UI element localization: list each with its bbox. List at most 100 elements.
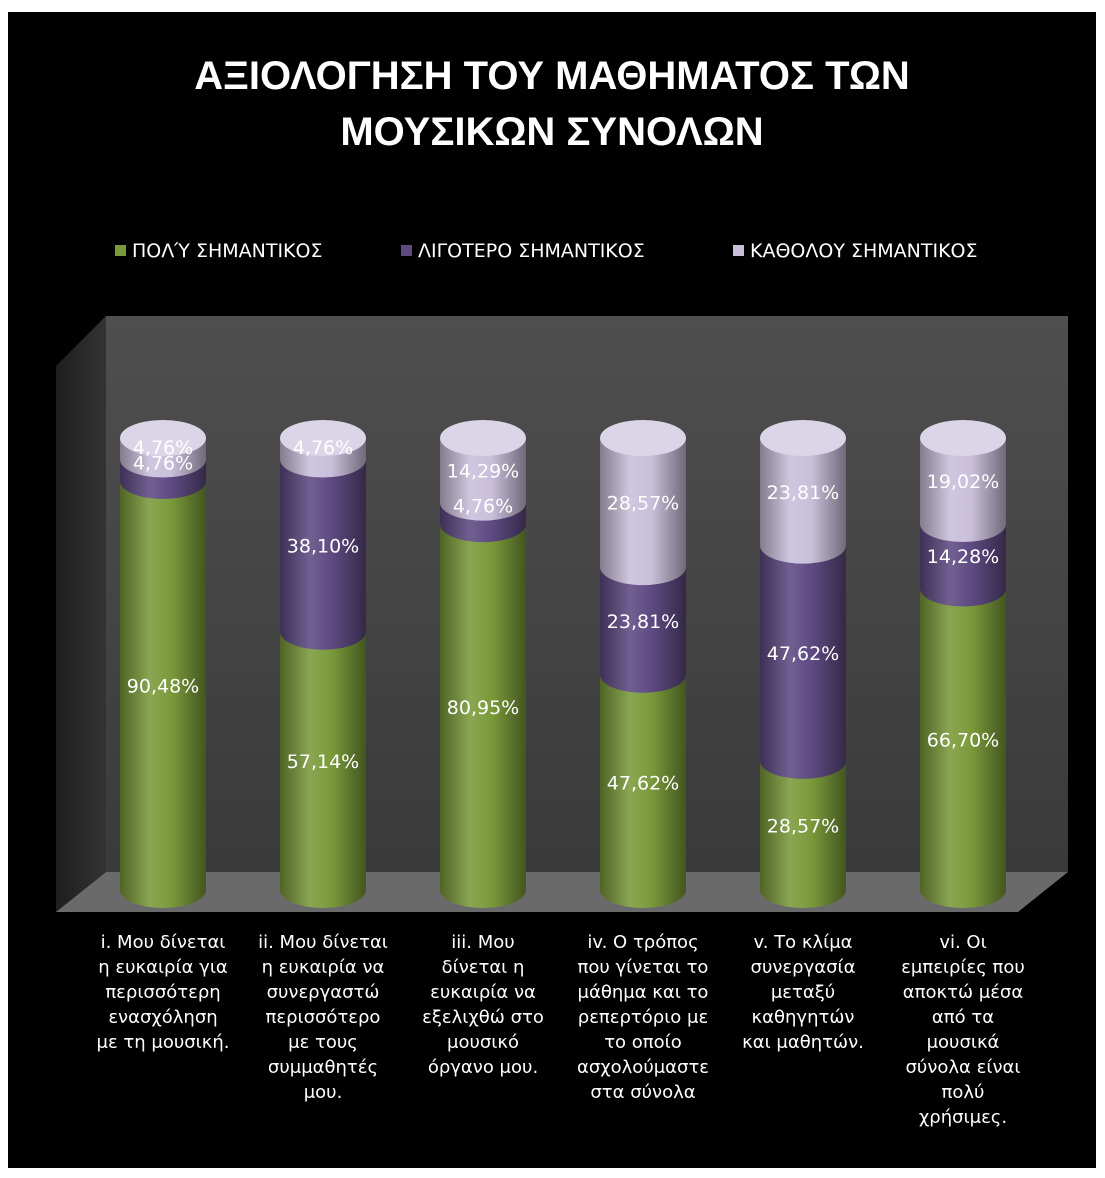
category-label-6-line-6: σύνολα είναι — [905, 1057, 1021, 1078]
bar-very-important-2 — [280, 631, 366, 908]
category-label-1-line-3: περισσότερη — [105, 982, 221, 1003]
data-label-not-important-1: 4,76% — [133, 437, 193, 459]
bar-very-important-1 — [120, 481, 206, 908]
data-label-less-important-5: 47,62% — [767, 643, 839, 665]
category-label-4-line-5: το οποίο — [604, 1032, 682, 1053]
category-label-4-line-3: μάθημα και το — [577, 982, 709, 1003]
legend-item-very-important: ΠΟΛΎ ΣΗΜΑΝΤΙΚΟΣ — [115, 240, 322, 262]
category-label-2-line-7: μου. — [303, 1082, 343, 1103]
bar-cap-1 — [120, 420, 206, 456]
category-label-1-line-1: i. Μου δίνεται — [100, 932, 226, 953]
bar-cap-3 — [440, 420, 526, 456]
bar-very-important-4 — [600, 674, 686, 908]
legend-swatch-less-important — [401, 245, 412, 256]
data-label-not-important-4: 28,57% — [607, 493, 679, 515]
category-label-3-line-4: εξελιχθώ στο — [422, 1007, 544, 1028]
bar-less-important-5 — [760, 545, 846, 779]
side-wall — [56, 316, 106, 912]
data-label-not-important-3: 14,29% — [447, 460, 519, 482]
category-label-1-line-4: ενασχόληση — [108, 1007, 218, 1028]
category-label-3-line-5: μουσικό — [447, 1032, 519, 1053]
legend-label-less-important: ΛΙΓΟΤΕΡΟ ΣΗΜΑΝΤΙΚΟΣ — [418, 240, 645, 262]
bar-less-important-2 — [280, 459, 366, 650]
category-label-2-line-6: συμμαθητές — [267, 1057, 379, 1078]
category-label-5-line-1: v. Το κλίμα — [753, 932, 853, 953]
data-labels-group: 90,48%4,76%4,76%57,14%38,10%4,76%80,95%4… — [127, 437, 999, 837]
category-label-3-line-6: όργανο μου. — [427, 1057, 539, 1078]
category-label-4-line-6: ασχολούμαστε — [576, 1057, 710, 1078]
category-label-6-line-7: πολύ — [941, 1082, 985, 1103]
data-label-less-important-1: 4,76% — [133, 453, 193, 475]
bar-less-important-4 — [600, 567, 686, 693]
chart-svg: 90,48%4,76%4,76%57,14%38,10%4,76%80,95%4… — [56, 316, 1068, 912]
bar-cap-2 — [280, 420, 366, 456]
bar-cap-6 — [920, 420, 1006, 456]
legend-label-very-important: ΠΟΛΎ ΣΗΜΑΝΤΙΚΟΣ — [132, 240, 323, 262]
data-label-not-important-2: 4,76% — [293, 437, 353, 459]
legend-swatch-not-important — [733, 245, 744, 256]
category-label-5-line-5: και μαθητών. — [742, 1032, 864, 1053]
category-label-2: ii. Μου δίνεται η ευκαιρία να συνεργαστώ πε… — [243, 930, 403, 1105]
category-label-6-line-8: χρήσιμες. — [918, 1107, 1008, 1128]
data-label-very-important-4: 47,62% — [607, 772, 679, 794]
legend-swatch-very-important — [115, 245, 126, 256]
category-label-5-line-3: μεταξύ — [770, 982, 836, 1003]
category-label-1-line-5: με τη μουσική. — [96, 1032, 230, 1053]
category-label-4-line-1: iv. Ο τρόπος — [587, 932, 699, 953]
data-label-very-important-2: 57,14% — [287, 751, 359, 773]
legend: ΠΟΛΎ ΣΗΜΑΝΤΙΚΟΣ ΛΙΓΟΤΕΡΟ ΣΗΜΑΝΤΙΚΟΣ ΚΑΘΟ… — [8, 240, 1096, 270]
category-label-2-line-3: συνεργαστώ — [266, 982, 380, 1003]
bar-cap-5 — [760, 420, 846, 456]
category-label-4: iv. Ο τρόπος που γίνεται το μάθημα και το ρ… — [563, 930, 723, 1105]
data-label-very-important-1: 90,48% — [127, 676, 199, 698]
category-label-2-line-1: ii. Μου δίνεται — [258, 932, 388, 953]
category-label-2-line-5: με τους — [288, 1032, 358, 1053]
category-label-3-line-3: ευκαιρία να — [430, 982, 536, 1003]
category-label-6-line-5: μουσικά — [926, 1032, 1000, 1053]
category-label-4-line-7: στα σύνολα — [590, 1082, 696, 1103]
chart-title: ΑΞΙΟΛΟΓΗΣΗ ΤΟΥ ΜΑΘΗΜΑΤΟΣ ΤΩΝ ΜΟΥΣΙΚΩΝ ΣΥ… — [8, 48, 1096, 160]
legend-label-not-important: ΚΑΘΟΛΟΥ ΣΗΜΑΝΤΙΚΟΣ — [750, 240, 978, 262]
chart-title-line-2: ΜΟΥΣΙΚΩΝ ΣΥΝΟΛΩΝ — [340, 110, 764, 154]
category-label-5-line-4: καθηγητών — [751, 1007, 855, 1028]
bar-very-important-5 — [760, 760, 846, 908]
bar-very-important-3 — [440, 524, 526, 908]
bar-not-important-5 — [760, 438, 846, 564]
data-label-less-important-2: 38,10% — [287, 536, 359, 558]
category-label-6-line-2: εμπειρίες που — [901, 957, 1025, 978]
category-label-5-line-2: συνεργασία — [750, 957, 856, 978]
category-label-6-line-1: vi. Οι — [939, 932, 987, 953]
bar-cap-4 — [600, 420, 686, 456]
category-label-3-line-1: iii. Μου — [451, 932, 515, 953]
category-label-4-line-4: ρεπερτόριο με — [577, 1007, 709, 1028]
category-label-6-line-4: από τα — [931, 1007, 995, 1028]
category-label-2-line-4: περισσότερο — [265, 1007, 381, 1028]
category-label-6: vi. Οι εμπειρίες που αποκτώ μέσα από τα μουσ… — [883, 930, 1043, 1130]
category-label-2-line-2: η ευκαιρία να — [261, 957, 385, 978]
category-label-1-line-2: η ευκαιρία για — [98, 957, 228, 978]
bars-group — [120, 420, 1006, 908]
bar-not-important-4 — [600, 438, 686, 586]
data-label-very-important-3: 80,95% — [447, 697, 519, 719]
category-label-3: iii. Μου δίνεται η ευκαιρία να εξελιχθώ στο… — [403, 930, 563, 1080]
category-label-5: v. Το κλίμα συνεργασία μεταξύ καθηγητών και … — [723, 930, 883, 1055]
data-label-not-important-5: 23,81% — [767, 482, 839, 504]
category-label-6-line-3: αποκτώ μέσα — [902, 982, 1024, 1003]
data-label-very-important-6: 66,70% — [927, 729, 999, 751]
bar-very-important-6 — [920, 588, 1006, 908]
category-label-1: i. Μου δίνεται η ευκαιρία για περισσότερη ε… — [83, 930, 243, 1055]
data-label-very-important-5: 28,57% — [767, 815, 839, 837]
bar-less-important-6 — [920, 523, 1006, 607]
chart-title-line-1: ΑΞΙΟΛΟΓΗΣΗ ΤΟΥ ΜΑΘΗΜΑΤΟΣ ΤΩΝ — [194, 54, 910, 98]
data-label-not-important-6: 19,02% — [927, 471, 999, 493]
floor — [56, 872, 1068, 912]
legend-item-not-important: ΚΑΘΟΛΟΥ ΣΗΜΑΝΤΙΚΟΣ — [733, 240, 978, 262]
category-label-4-line-2: που γίνεται το — [577, 957, 709, 978]
bar-not-important-3 — [440, 438, 526, 521]
legend-item-less-important: ΛΙΓΟΤΕΡΟ ΣΗΜΑΝΤΙΚΟΣ — [401, 240, 645, 262]
data-label-less-important-4: 23,81% — [607, 611, 679, 633]
chart-frame: 90,48% 4,76% 4,76% 57,14% 38,10% 4,76% 80,95% 4… — [8, 12, 1096, 1168]
bar-not-important-6 — [920, 438, 1006, 542]
category-label-3-line-2: δίνεται η — [441, 957, 525, 978]
data-label-less-important-6: 14,28% — [927, 546, 999, 568]
